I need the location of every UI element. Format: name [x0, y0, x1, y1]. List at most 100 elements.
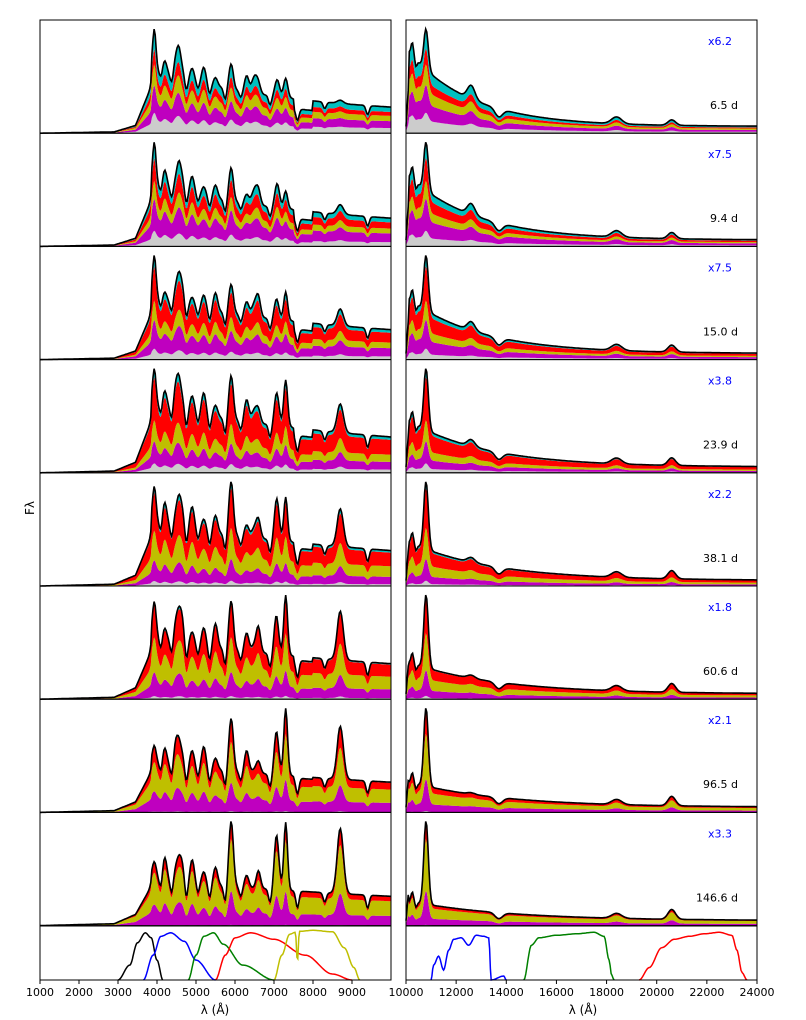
component-red-left-5: [40, 488, 391, 586]
scale-factor-label: x2.2: [708, 488, 732, 501]
right-panel-4: [405, 359, 758, 474]
x-tick-label: 18000: [589, 986, 624, 999]
component-gray-right-1: [406, 112, 757, 134]
component-olive-left-3: [40, 300, 391, 360]
x-tick-label: 24000: [740, 986, 775, 999]
filter-curve-K: [638, 931, 748, 981]
total-spectrum-left-8: [40, 821, 391, 927]
component-gray-left-6: [40, 695, 391, 700]
x-axis-label-right: λ (Å): [569, 1002, 598, 1017]
right-panel-1: [405, 19, 758, 134]
total-spectrum-right-8: [405, 821, 757, 921]
component-magenta-right-6: [406, 670, 757, 699]
total-spectrum-right-3: [405, 255, 757, 354]
x-tick-label: 3000: [104, 986, 132, 999]
component-red-right-5: [406, 488, 757, 583]
x-tick-label: 22000: [689, 986, 724, 999]
x-tick-label: 16000: [539, 986, 574, 999]
x-tick-label: 6000: [221, 986, 249, 999]
epoch-label: 146.6 d: [696, 891, 738, 904]
left-filter-frame: [39, 925, 392, 981]
x-tick-label: 10000: [389, 986, 424, 999]
component-olive-right-8: [406, 839, 757, 924]
axes-group: 1000 2000 3000 4000 5000 6000 7000 8000 9000 1000…: [26, 980, 775, 999]
x-tick-label: 7000: [260, 986, 288, 999]
component-magenta-right-7: [406, 779, 757, 813]
epoch-label: 6.5 d: [710, 99, 738, 112]
total-spectrum-left-6: [40, 595, 392, 700]
x-tick-label: 9000: [338, 986, 366, 999]
total-spectrum-right-6: [405, 594, 757, 695]
filter-curve-H: [523, 931, 615, 981]
component-magenta-left-8: [40, 891, 391, 926]
component-gray-left-3: [40, 348, 391, 360]
right-filter-frame: [405, 925, 758, 981]
total-spectrum-left-2: [40, 142, 391, 248]
epoch-label: 15.0 d: [703, 325, 738, 338]
left-panel-2: [39, 132, 392, 248]
x-axis-label-left: λ (Å): [201, 1002, 230, 1017]
total-spectrum-left-1: [40, 28, 392, 134]
x-tick-label: 4000: [143, 986, 171, 999]
total-spectrum-left-3: [40, 255, 392, 361]
scale-factor-label: x1.8: [708, 601, 732, 614]
left-panel-1: [39, 19, 392, 134]
x-tick-label: 14000: [489, 986, 524, 999]
epoch-label: 38.1 d: [703, 552, 738, 565]
scale-factor-label: x2.1: [708, 714, 732, 727]
scale-factor-label: x3.8: [708, 375, 732, 388]
component-magenta-right-5: [406, 559, 757, 586]
component-magenta-left-2: [40, 198, 391, 247]
component-red-left-7: [40, 710, 391, 813]
total-spectrum-right-5: [405, 481, 757, 581]
y-axis-label: Fλ: [23, 501, 37, 515]
component-gray-left-2: [40, 230, 391, 247]
right-panel-5: [405, 472, 758, 587]
filter-curve-B: [143, 932, 216, 981]
component-gray-left-5: [40, 580, 391, 586]
x-tick-label: 8000: [299, 986, 327, 999]
component-olive-right-7: [406, 733, 757, 811]
total-spectrum-left-5: [40, 481, 392, 587]
component-olive-left-6: [40, 633, 391, 700]
component-gray-left-1: [40, 112, 391, 134]
component-olive-left-1: [40, 64, 391, 134]
component-magenta-left-5: [40, 559, 391, 586]
component-olive-left-5: [40, 528, 391, 586]
component-gray-right-5: [406, 580, 757, 586]
scale-factor-label: x7.5: [708, 148, 732, 161]
filter-curve-J: [430, 934, 507, 981]
x-tick-label: 2000: [65, 986, 93, 999]
component-red-left-2: [40, 157, 391, 247]
right-filter-panel: [405, 925, 758, 981]
component-gray-right-3: [406, 348, 757, 360]
total-spectrum-right-7: [405, 708, 757, 808]
left-panel-7: [39, 698, 392, 814]
total-spectrum-right-4: [405, 368, 757, 468]
left-panel-8: [39, 811, 392, 927]
component-magenta-right-4: [406, 441, 757, 473]
filter-curve-U: [117, 932, 164, 981]
epoch-label: 60.6 d: [703, 665, 738, 678]
right-panel-6: [405, 585, 758, 700]
component-red-right-7: [406, 710, 757, 809]
epoch-label: 9.4 d: [710, 212, 738, 225]
x-tick-label: 12000: [439, 986, 474, 999]
total-spectrum-right-1: [405, 26, 757, 127]
filter-curve-V: [187, 932, 274, 981]
total-spectrum-left-7: [40, 708, 392, 814]
component-magenta-right-8: [406, 891, 757, 926]
left-panel-5: [39, 472, 392, 587]
right-panel-3: [405, 245, 758, 361]
left-filter-panel: [39, 925, 392, 981]
component-magenta-left-4: [40, 441, 391, 473]
left-panel-4: [39, 359, 392, 474]
right-panel-8: [405, 811, 758, 927]
x-tick-label: 20000: [639, 986, 674, 999]
component-cyan-left-2: [40, 142, 391, 247]
component-olive-left-4: [40, 420, 391, 473]
x-tick-label: 1000: [26, 986, 54, 999]
scale-factor-label: x3.3: [708, 827, 732, 840]
component-magenta-right-3: [406, 319, 757, 359]
